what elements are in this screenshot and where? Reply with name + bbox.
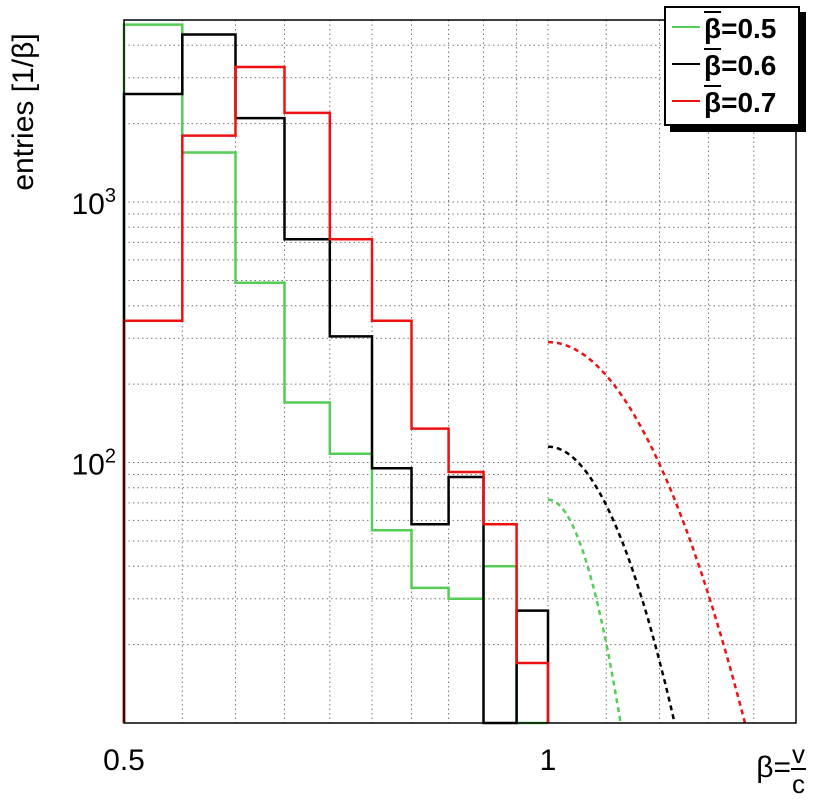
- legend-swatch-beta-0-6: [672, 63, 700, 65]
- fit-curves: [547, 340, 747, 724]
- x-axis-title: β= v c: [756, 741, 806, 797]
- legend-label-beta-0-7: β=0.7: [704, 87, 777, 118]
- legend-label-beta-0-6: β=0.6: [704, 50, 777, 81]
- x-tick-labels: 0.5 1: [103, 744, 556, 777]
- y-tick-label: 103: [72, 185, 117, 221]
- y-axis-title-text: entries [1/β]: [7, 33, 40, 191]
- legend-item-beta-0-6: β=0.6: [666, 48, 798, 82]
- x-tick-label: 1: [540, 744, 557, 777]
- fit-curve-series-0: [547, 498, 622, 724]
- fit-curve-series-1: [547, 445, 676, 724]
- histogram-series: [122, 23, 550, 725]
- y-axis-title: entries [1/β]: [0, 0, 48, 260]
- legend: β=0.5 β=0.6 β=0.7: [664, 6, 800, 126]
- x-tick-label: 0.5: [103, 744, 145, 777]
- y-tick-labels: 102 103: [72, 185, 117, 481]
- x-axis-numerator: v: [791, 739, 806, 770]
- legend-item-beta-0-5: β=0.5: [666, 11, 798, 45]
- plot-frame: [123, 19, 797, 724]
- legend-label-beta-0-5: β=0.5: [704, 13, 777, 44]
- legend-item-beta-0-7: β=0.7: [666, 85, 798, 119]
- legend-swatch-beta-0-7: [672, 100, 700, 102]
- histogram-series-2: [122, 65, 550, 723]
- x-axis-title-prefix: β=: [756, 750, 791, 784]
- x-axis-denominator: c: [792, 769, 805, 799]
- legend-swatch-beta-0-5: [672, 26, 700, 28]
- histogram-series-1: [122, 33, 550, 725]
- y-tick-label: 102: [72, 446, 117, 482]
- fit-curve-series-2: [547, 340, 747, 724]
